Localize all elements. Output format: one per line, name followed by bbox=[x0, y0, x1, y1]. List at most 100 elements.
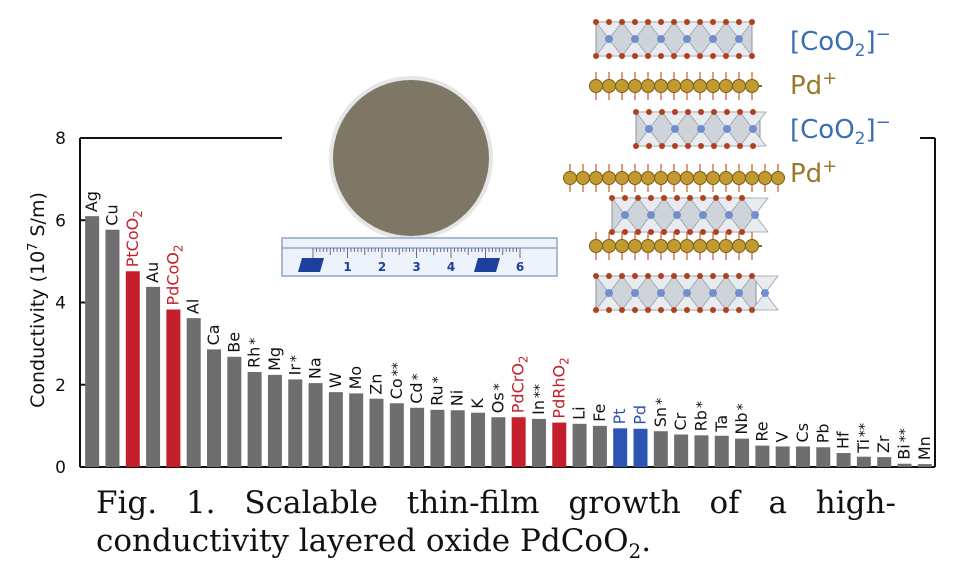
oxygen-atom bbox=[687, 195, 693, 201]
pd-layer bbox=[589, 72, 762, 100]
oxygen-atom bbox=[633, 109, 639, 115]
oxygen-atom bbox=[684, 19, 690, 25]
bar-label-fe: Fe bbox=[590, 404, 609, 422]
co-atom bbox=[657, 289, 665, 297]
oxygen-atom bbox=[684, 273, 690, 279]
co-atom bbox=[723, 125, 731, 133]
bar-label-ag: Ag bbox=[82, 191, 101, 212]
oxygen-atom bbox=[659, 143, 665, 149]
bar-pb bbox=[816, 447, 831, 467]
oxygen-atom bbox=[633, 143, 639, 149]
bar-mn bbox=[917, 464, 932, 467]
bar-label-be: Be bbox=[224, 332, 243, 353]
bar-label-sn: Sn* bbox=[651, 398, 670, 427]
bar-mg bbox=[267, 374, 282, 467]
bar-label-mn: Mn bbox=[915, 436, 934, 460]
oxygen-atom bbox=[635, 195, 641, 201]
oxygen-atom bbox=[723, 307, 729, 313]
bar-label-pdcoo2: PdCoO2 bbox=[163, 244, 185, 305]
pd-atom bbox=[602, 79, 616, 93]
pd-atom bbox=[706, 239, 720, 253]
co-atom bbox=[725, 211, 733, 219]
y-axis-label: Conductivity (107 S/m) bbox=[26, 192, 49, 408]
pd-atom bbox=[615, 171, 629, 185]
bar-na bbox=[308, 383, 323, 467]
oxygen-atom bbox=[749, 307, 755, 313]
pd-atom bbox=[628, 171, 642, 185]
crystal-structure-inset bbox=[563, 10, 785, 322]
bar-rh bbox=[247, 372, 262, 467]
oxygen-atom bbox=[739, 195, 745, 201]
pd-atom bbox=[667, 79, 681, 93]
bar-bi bbox=[897, 463, 912, 467]
co-atom bbox=[751, 211, 759, 219]
bar-label-re: Re bbox=[752, 421, 771, 441]
co-atom bbox=[709, 289, 717, 297]
ruler-marker-0 bbox=[298, 258, 324, 272]
oxygen-atom bbox=[736, 307, 742, 313]
caption-line-2: conductivity layered oxide PdCoO2. bbox=[96, 523, 652, 564]
co-atom bbox=[699, 211, 707, 219]
co-atom bbox=[657, 35, 665, 43]
bar-label-bi: Bi** bbox=[895, 428, 914, 459]
oxygen-atom bbox=[632, 307, 638, 313]
ruler-number: 3 bbox=[412, 260, 420, 274]
pd-atom bbox=[654, 239, 668, 253]
oxygen-atom bbox=[609, 229, 615, 235]
oxygen-atom bbox=[645, 53, 651, 59]
co-atom bbox=[735, 289, 743, 297]
bar-label-li: Li bbox=[570, 406, 589, 419]
bars-group bbox=[85, 216, 932, 467]
bar-label-au: Au bbox=[143, 262, 162, 283]
ruler-number: 4 bbox=[447, 260, 455, 274]
oxygen-atom bbox=[672, 143, 678, 149]
oxygen-atom bbox=[658, 307, 664, 313]
layer-labels: [CoO2]− Pd+ [CoO2]− Pd+ bbox=[790, 24, 891, 189]
bar-label-w: W bbox=[326, 372, 345, 388]
bar-ca bbox=[207, 349, 222, 467]
pd-atom bbox=[693, 79, 707, 93]
coo2-octahedral-layer bbox=[633, 109, 767, 149]
oxygen-atom bbox=[661, 229, 667, 235]
caption-word: Fig. bbox=[96, 485, 158, 521]
oxygen-atom bbox=[645, 307, 651, 313]
co-atom bbox=[683, 35, 691, 43]
oxygen-atom bbox=[710, 307, 716, 313]
co-atom bbox=[645, 125, 653, 133]
bar-label-ptcoo2: PtCoO2 bbox=[123, 210, 145, 267]
oxygen-atom bbox=[724, 143, 730, 149]
co-atom bbox=[621, 211, 629, 219]
oxygen-atom bbox=[736, 19, 742, 25]
oxygen-atom bbox=[635, 229, 641, 235]
pd-atom bbox=[589, 79, 603, 93]
oxygen-atom bbox=[697, 19, 703, 25]
bar-v bbox=[775, 446, 790, 467]
bar-label-pd: Pd bbox=[631, 405, 650, 425]
oxygen-atom bbox=[622, 229, 628, 235]
co-atom bbox=[671, 125, 679, 133]
bar-be bbox=[227, 356, 242, 467]
pd-atom bbox=[628, 239, 642, 253]
co-atom bbox=[631, 35, 639, 43]
oxygen-atom bbox=[606, 53, 612, 59]
bar-co bbox=[389, 403, 404, 467]
oxygen-atom bbox=[672, 109, 678, 115]
bar-label-co: Co** bbox=[387, 362, 406, 399]
bar-label-cr: Cr bbox=[671, 412, 690, 430]
oxygen-atom bbox=[619, 307, 625, 313]
layer-label: [CoO2]− bbox=[790, 24, 891, 61]
bar-nb bbox=[735, 438, 750, 467]
y-tick-label: 8 bbox=[55, 129, 66, 149]
bar-cu bbox=[105, 229, 120, 467]
pd-atom bbox=[628, 79, 642, 93]
oxygen-atom bbox=[645, 273, 651, 279]
pd-atom bbox=[654, 171, 668, 185]
bar-fe bbox=[592, 425, 607, 467]
co-atom bbox=[709, 35, 717, 43]
coo2-octahedral-layer bbox=[609, 195, 769, 235]
bar-pd bbox=[633, 428, 648, 467]
bar-label-ca: Ca bbox=[204, 324, 223, 345]
pd-atom bbox=[641, 79, 655, 93]
pd-atom bbox=[706, 171, 720, 185]
